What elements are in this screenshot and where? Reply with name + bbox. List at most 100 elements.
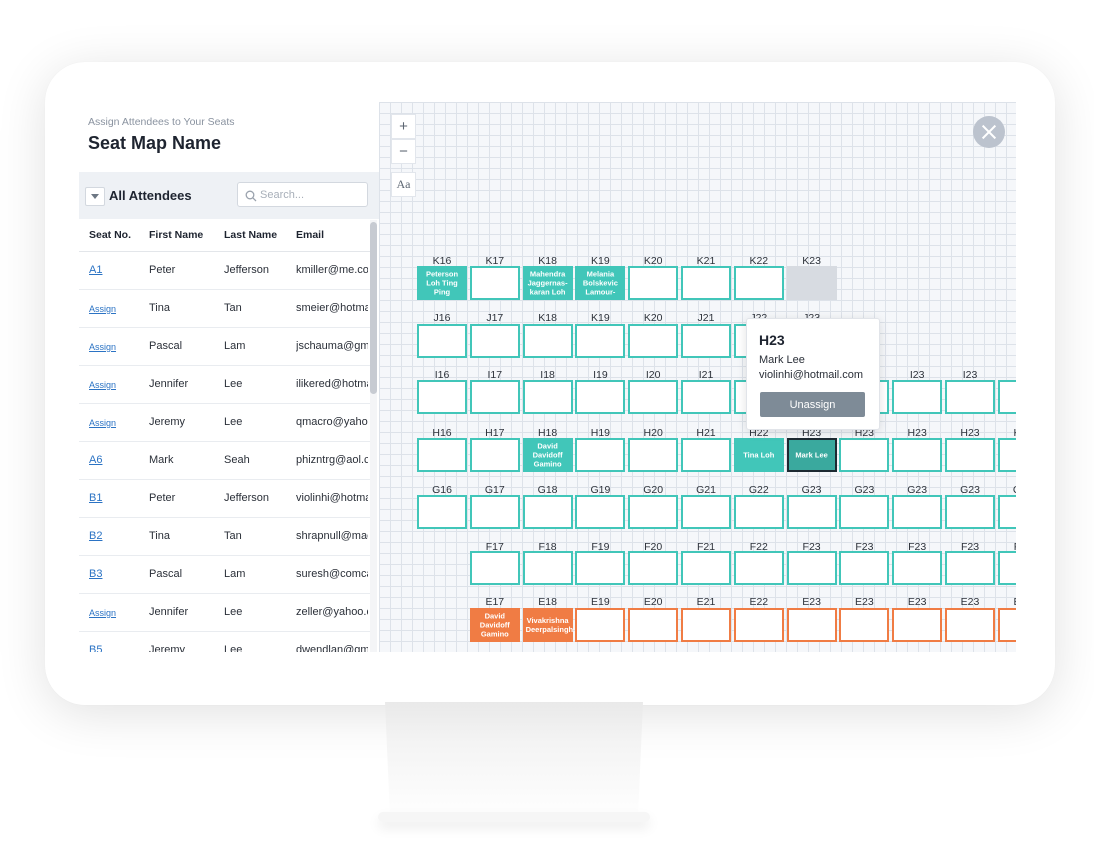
assign-seat-link[interactable]: Assign [89,608,117,618]
seat[interactable]: Mahendra Jaggernas-karan Loh [522,266,573,300]
seat[interactable] [997,551,1016,585]
seat[interactable] [681,608,731,642]
attendee-table: Seat No. First Name Last Name Email A1 Pe… [79,220,371,652]
seat[interactable] [733,608,784,642]
page-title: Seat Map Name [88,133,222,153]
seat[interactable] [839,438,890,472]
seat-label: H22 [749,427,769,439]
seat[interactable] [786,495,837,529]
seat[interactable] [575,380,626,414]
seat-label: K23 [998,427,1016,439]
unassign-button[interactable]: Unassign [760,392,865,417]
seat[interactable] [681,551,731,585]
seat[interactable] [469,438,520,472]
seat[interactable] [733,495,784,529]
seat[interactable] [997,380,1016,414]
seat-link[interactable]: A1 [89,264,103,276]
scrollbar-thumb[interactable] [370,222,377,394]
seat[interactable] [628,438,679,472]
seat-link[interactable]: B3 [89,568,103,580]
first-name: Jeremy [149,416,186,428]
seat[interactable] [839,551,890,585]
assign-seat-link[interactable]: Assign [89,418,117,428]
seat[interactable] [469,380,520,414]
seat[interactable] [892,608,943,642]
zoom-in-button[interactable]: + [391,114,416,139]
seat[interactable]: David Davidoff Gamino [469,608,520,642]
search-input[interactable] [237,182,368,207]
zoom-out-button[interactable]: − [391,139,416,164]
seat[interactable]: Melania Bolskevic Lamour- [575,266,626,300]
seat[interactable] [628,324,679,358]
seat[interactable] [892,380,943,414]
seat-label: K19 [591,255,610,267]
seat[interactable] [628,608,679,642]
seat[interactable] [945,551,995,585]
seat[interactable] [945,608,995,642]
seat[interactable] [786,608,837,642]
seat[interactable] [575,438,626,472]
seat[interactable] [945,438,995,472]
seat[interactable] [681,266,731,300]
seat[interactable] [469,495,520,529]
seat[interactable] [417,495,467,529]
seat[interactable]: Tina Loh [733,438,784,472]
table-header: Seat No. First Name Last Name Email [79,220,371,252]
scrollbar-track[interactable] [370,220,377,652]
seat[interactable] [417,438,467,472]
seat[interactable] [945,380,995,414]
seat[interactable] [839,608,890,642]
seat[interactable] [733,551,784,585]
seat[interactable] [681,380,731,414]
seat[interactable]: Peterson Loh Ting Ping [417,266,467,300]
seat[interactable] [417,380,467,414]
seat[interactable] [469,266,520,300]
seat[interactable] [997,438,1016,472]
seat[interactable] [997,608,1016,642]
filter-dropdown-button[interactable] [85,187,105,206]
seat[interactable] [417,324,467,358]
seat[interactable] [575,324,626,358]
seat[interactable] [522,495,573,529]
seat[interactable] [628,551,679,585]
seat[interactable]: Vivakrishna Deerpalsingh [522,608,573,642]
email: qmacro@yahoo.com [296,416,368,428]
email: ilikered@hotmail.com [296,378,368,390]
assign-seat-link[interactable]: Assign [89,342,117,352]
assign-seat-link[interactable]: Assign [89,380,117,390]
text-size-button[interactable]: Aa [391,172,416,197]
seat-link[interactable]: B2 [89,530,103,542]
seat[interactable] [469,551,520,585]
seat-link[interactable]: B5 [89,644,103,652]
assign-seat-link[interactable]: Assign [89,304,117,314]
seat[interactable] [892,551,943,585]
seat[interactable] [681,495,731,529]
seat[interactable] [522,380,573,414]
seat[interactable] [575,608,626,642]
seat[interactable] [945,495,995,529]
seat[interactable] [892,438,943,472]
seat[interactable] [839,495,890,529]
seat-link[interactable]: B1 [89,492,103,504]
close-icon[interactable] [973,116,1005,148]
seat[interactable] [681,324,731,358]
seat[interactable]: David Davidoff Gamino [522,438,573,472]
seat[interactable] [522,551,573,585]
seat[interactable] [733,266,784,300]
seat[interactable] [681,438,731,472]
seat[interactable] [892,495,943,529]
seat[interactable] [522,324,573,358]
seat[interactable] [575,495,626,529]
seat[interactable]: Mark Lee [786,438,837,472]
seat[interactable] [786,266,837,300]
seat[interactable] [628,380,679,414]
seat[interactable] [786,551,837,585]
seat-label: K17 [485,255,505,267]
seat-link[interactable]: A6 [89,454,103,466]
seat[interactable] [575,551,626,585]
seat[interactable] [997,495,1016,529]
seat[interactable] [628,266,679,300]
seat[interactable] [469,324,520,358]
seat[interactable] [628,495,679,529]
seat-map[interactable]: + − Aa K16 Peterson Loh Ting Ping K17 K18 Ma… [379,102,1016,652]
